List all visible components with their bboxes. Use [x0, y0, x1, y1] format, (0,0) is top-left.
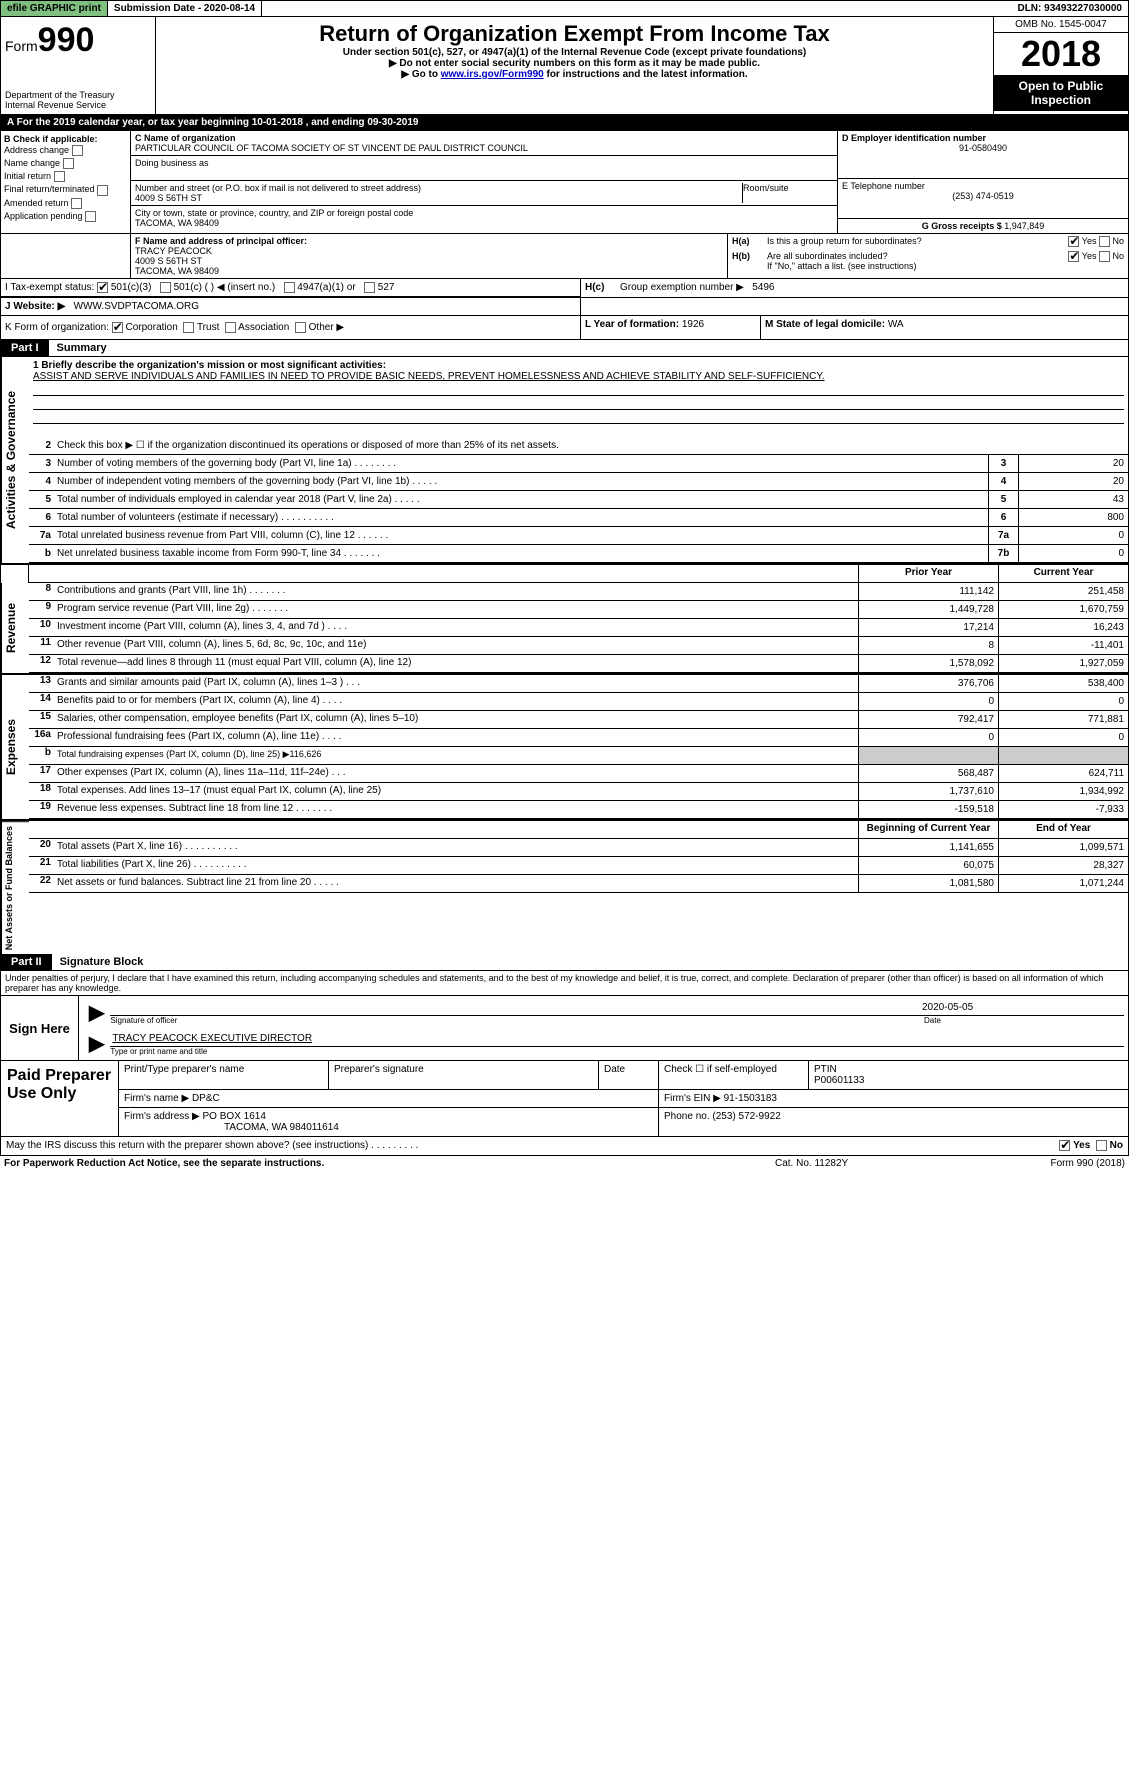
- form-title: Return of Organization Exempt From Incom…: [160, 21, 989, 47]
- boxb-item: Amended return: [4, 197, 127, 210]
- financial-line: 19Revenue less expenses. Subtract line 1…: [29, 801, 1128, 819]
- form-note2: ▶ Go to www.irs.gov/Form990 for instruct…: [160, 69, 989, 80]
- financial-line: 21Total liabilities (Part X, line 26) . …: [29, 857, 1128, 875]
- sign-here-section: Sign Here ▶ 2020-05-05 Signature of offi…: [0, 996, 1129, 1061]
- revenue-section: Revenue 8Contributions and grants (Part …: [0, 583, 1129, 675]
- financial-line: 12Total revenue—add lines 8 through 11 (…: [29, 655, 1128, 673]
- hb-yes-checkbox[interactable]: [1068, 251, 1079, 262]
- trust-checkbox[interactable]: [183, 322, 194, 333]
- financial-line: 18Total expenses. Add lines 13–17 (must …: [29, 783, 1128, 801]
- financial-line: 8Contributions and grants (Part VIII, li…: [29, 583, 1128, 601]
- revenue-label: Revenue: [1, 583, 29, 673]
- identity-block: B Check if applicable: Address change Na…: [0, 131, 1129, 234]
- summary-line: bNet unrelated business taxable income f…: [29, 545, 1128, 563]
- summary-line: 5Total number of individuals employed in…: [29, 491, 1128, 509]
- summary-line: 3Number of voting members of the governi…: [29, 455, 1128, 473]
- assoc-checkbox[interactable]: [225, 322, 236, 333]
- summary-line: 7aTotal unrelated business revenue from …: [29, 527, 1128, 545]
- financial-line: 13Grants and similar amounts paid (Part …: [29, 675, 1128, 693]
- top-bar: efile GRAPHIC print Submission Date - 20…: [0, 0, 1129, 17]
- box-c: C Name of organizationPARTICULAR COUNCIL…: [131, 131, 838, 233]
- financial-line: 15Salaries, other compensation, employee…: [29, 711, 1128, 729]
- financial-line: bTotal fundraising expenses (Part IX, co…: [29, 747, 1128, 765]
- officer-block: F Name and address of principal officer:…: [0, 234, 1129, 279]
- tax-year: 2018: [994, 33, 1128, 75]
- discuss-yes-checkbox[interactable]: [1059, 1140, 1070, 1151]
- net-label: Net Assets or Fund Balances: [1, 821, 29, 954]
- boxb-item: Final return/terminated: [4, 183, 127, 196]
- preparer-section: Paid Preparer Use Only Print/Type prepar…: [0, 1061, 1129, 1137]
- 527-checkbox[interactable]: [364, 282, 375, 293]
- form-subtitle: Under section 501(c), 527, or 4947(a)(1)…: [160, 47, 989, 58]
- box-h: H(a) Is this a group return for subordin…: [728, 234, 1128, 278]
- tax-status-row: I Tax-exempt status: 501(c)(3) 501(c) ( …: [0, 279, 1129, 298]
- form-header: Form990 Department of the Treasury Inter…: [0, 17, 1129, 115]
- col-headers: Prior Year Current Year: [29, 565, 1128, 583]
- net-col-headers: Beginning of Current Year End of Year: [29, 821, 1128, 839]
- period-row: A For the 2019 calendar year, or tax yea…: [0, 115, 1129, 131]
- financial-line: 22Net assets or fund balances. Subtract …: [29, 875, 1128, 893]
- part2-header: Part II Signature Block: [0, 954, 1129, 971]
- boxb-item: Name change: [4, 157, 127, 170]
- other-checkbox[interactable]: [295, 322, 306, 333]
- summary-line: 4Number of independent voting members of…: [29, 473, 1128, 491]
- sign-here-label: Sign Here: [1, 996, 79, 1060]
- discuss-no-checkbox[interactable]: [1096, 1140, 1107, 1151]
- arrow-icon: ▶: [89, 1031, 104, 1056]
- financial-line: 11Other revenue (Part VIII, column (A), …: [29, 637, 1128, 655]
- website-row: J Website: ▶ WWW.SVDPTACOMA.ORG: [0, 298, 1129, 316]
- form-ref: Form 990 (2018): [975, 1158, 1125, 1169]
- ha-yes-checkbox[interactable]: [1068, 236, 1079, 247]
- 4947-checkbox[interactable]: [284, 282, 295, 293]
- form-note1: ▶ Do not enter social security numbers o…: [160, 58, 989, 69]
- financial-line: 10Investment income (Part VIII, column (…: [29, 619, 1128, 637]
- summary-line: 6Total number of volunteers (estimate if…: [29, 509, 1128, 527]
- expenses-section: Expenses 13Grants and similar amounts pa…: [0, 675, 1129, 821]
- activities-label: Activities & Governance: [1, 357, 29, 563]
- submission-date: Submission Date - 2020-08-14: [108, 1, 262, 16]
- box-f: F Name and address of principal officer:…: [131, 234, 728, 278]
- efile-button[interactable]: efile GRAPHIC print: [1, 1, 108, 16]
- financial-line: 14Benefits paid to or for members (Part …: [29, 693, 1128, 711]
- irs-label: Internal Revenue Service: [5, 100, 151, 110]
- dept-treasury: Department of the Treasury: [5, 90, 151, 100]
- discuss-row: May the IRS discuss this return with the…: [0, 1137, 1129, 1155]
- open-public: Open to Public Inspection: [994, 75, 1128, 111]
- financial-line: 20Total assets (Part X, line 16) . . . .…: [29, 839, 1128, 857]
- form-number: Form990: [5, 21, 151, 60]
- dln: DLN: 93493227030000: [1011, 1, 1128, 16]
- page-footer: For Paperwork Reduction Act Notice, see …: [0, 1156, 1129, 1171]
- financial-line: 17Other expenses (Part IX, column (A), l…: [29, 765, 1128, 783]
- box-b: B Check if applicable: Address change Na…: [1, 131, 131, 233]
- 501c-checkbox[interactable]: [160, 282, 171, 293]
- hb-no-checkbox[interactable]: [1099, 251, 1110, 262]
- boxb-item: Initial return: [4, 170, 127, 183]
- irs-link[interactable]: www.irs.gov/Form990: [441, 69, 544, 80]
- boxb-item: Application pending: [4, 210, 127, 223]
- form-org-row: K Form of organization: Corporation Trus…: [0, 316, 1129, 340]
- activities-section: Activities & Governance 1 Briefly descri…: [0, 357, 1129, 565]
- declaration: Under penalties of perjury, I declare th…: [0, 971, 1129, 996]
- summary-line: 2Check this box ▶ ☐ if the organization …: [29, 437, 1128, 455]
- boxb-item: Address change: [4, 144, 127, 157]
- box-de: D Employer identification number91-05804…: [838, 131, 1128, 233]
- preparer-label: Paid Preparer Use Only: [1, 1061, 119, 1136]
- corp-checkbox[interactable]: [112, 322, 123, 333]
- arrow-icon: ▶: [89, 1000, 104, 1025]
- financial-line: 16aProfessional fundraising fees (Part I…: [29, 729, 1128, 747]
- omb-number: OMB No. 1545-0047: [994, 17, 1128, 33]
- expenses-label: Expenses: [1, 675, 29, 819]
- part1-header: Part I Summary: [0, 340, 1129, 357]
- financial-line: 9Program service revenue (Part VIII, lin…: [29, 601, 1128, 619]
- ha-no-checkbox[interactable]: [1099, 236, 1110, 247]
- 501c3-checkbox[interactable]: [97, 282, 108, 293]
